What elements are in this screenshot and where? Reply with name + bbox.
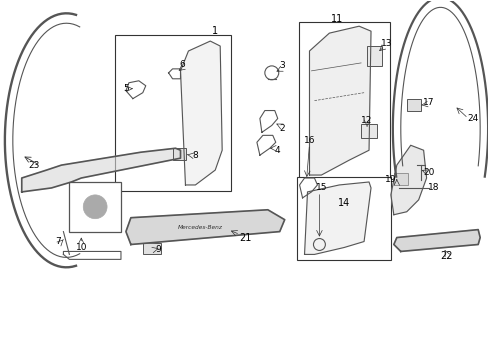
- Bar: [172, 148, 187, 160]
- Text: 15: 15: [316, 184, 327, 193]
- Text: 19: 19: [385, 175, 397, 184]
- Bar: [70, 182, 121, 231]
- Polygon shape: [180, 41, 222, 185]
- Circle shape: [83, 195, 107, 219]
- Polygon shape: [391, 145, 427, 215]
- Text: 23: 23: [28, 161, 40, 170]
- Text: 6: 6: [180, 60, 185, 69]
- Polygon shape: [310, 26, 371, 175]
- FancyBboxPatch shape: [298, 22, 390, 181]
- Polygon shape: [22, 148, 180, 192]
- Text: 18: 18: [428, 184, 439, 193]
- FancyBboxPatch shape: [296, 177, 391, 260]
- Text: 8: 8: [193, 151, 198, 160]
- Bar: [143, 243, 161, 255]
- Text: 14: 14: [338, 198, 350, 208]
- Text: 24: 24: [467, 114, 479, 123]
- Polygon shape: [126, 210, 285, 244]
- Text: 9: 9: [156, 245, 162, 254]
- Bar: [361, 125, 377, 138]
- Text: 12: 12: [361, 116, 373, 125]
- Text: 3: 3: [279, 62, 285, 71]
- Bar: [367, 46, 382, 66]
- Text: 11: 11: [331, 14, 343, 24]
- Text: 5: 5: [123, 84, 129, 93]
- FancyBboxPatch shape: [115, 35, 231, 191]
- Text: 2: 2: [279, 124, 285, 133]
- Text: 1: 1: [212, 26, 218, 36]
- Text: 22: 22: [440, 251, 453, 261]
- Text: 13: 13: [381, 39, 392, 48]
- Text: 20: 20: [423, 167, 434, 176]
- Text: 17: 17: [423, 98, 434, 107]
- Text: 21: 21: [239, 233, 251, 243]
- Bar: [407, 99, 420, 111]
- Text: 7: 7: [56, 237, 61, 246]
- Text: 10: 10: [75, 243, 87, 252]
- Text: 16: 16: [304, 136, 315, 145]
- Text: Mercedes-Benz: Mercedes-Benz: [178, 225, 223, 230]
- Bar: [394, 173, 408, 185]
- Polygon shape: [394, 230, 480, 251]
- Polygon shape: [305, 182, 371, 255]
- Text: 4: 4: [275, 146, 281, 155]
